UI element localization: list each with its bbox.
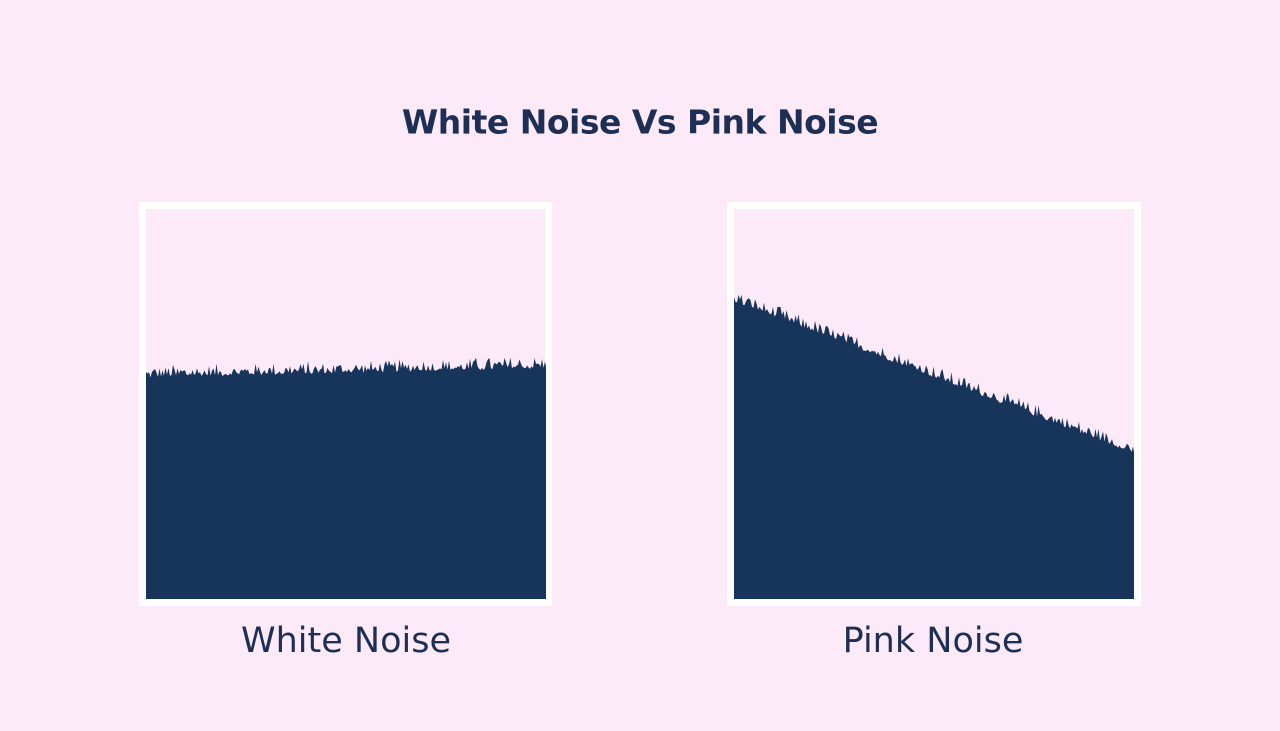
panel-label: Pink Noise [843, 621, 1024, 661]
white-noise-shape [146, 357, 546, 599]
panel-label: White Noise [241, 621, 451, 661]
title: White Noise Vs Pink Noise [402, 103, 878, 142]
pink-noise-shape [734, 294, 1134, 599]
